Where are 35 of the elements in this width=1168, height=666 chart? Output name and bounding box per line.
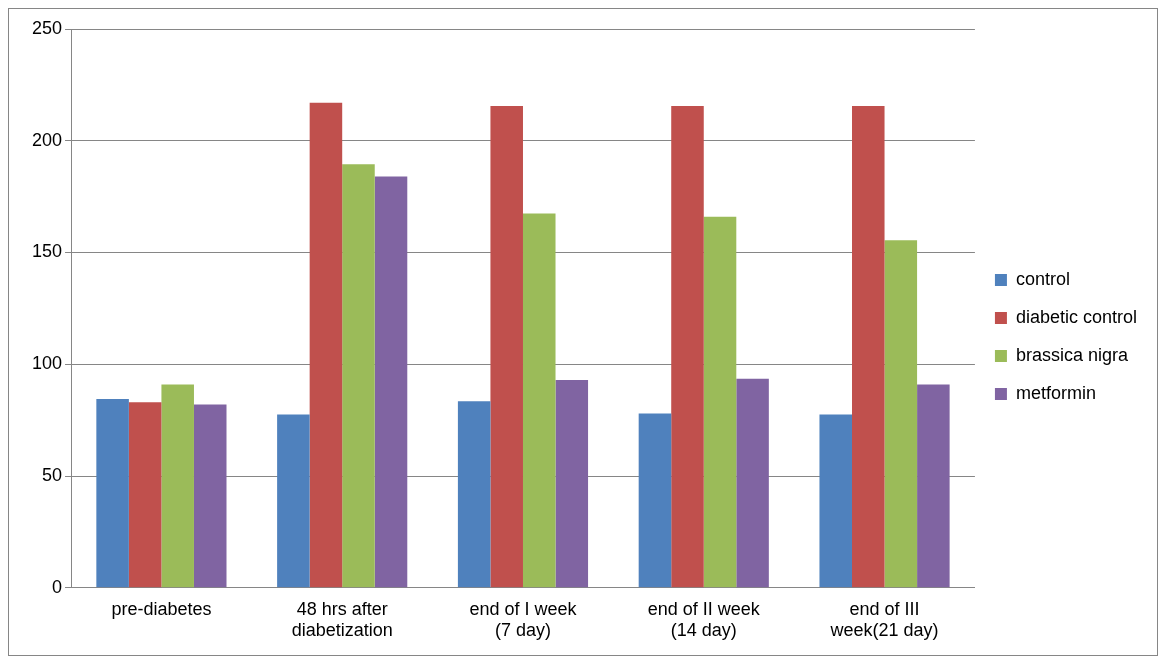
x-tick-label: end of I week (7 day) — [469, 598, 578, 641]
bar — [193, 404, 227, 588]
bar — [671, 106, 704, 588]
bar — [852, 106, 885, 588]
bar — [490, 106, 523, 588]
bar — [161, 384, 194, 588]
bar — [703, 216, 737, 588]
bar — [736, 378, 769, 588]
y-tick-label: 200 — [31, 129, 63, 150]
y-tick-label: 0 — [52, 576, 63, 597]
bar — [555, 379, 589, 588]
y-tick-label: 100 — [31, 353, 63, 374]
x-tick-label: 48 hrs after diabetization — [291, 598, 393, 641]
bar — [277, 414, 310, 588]
bar — [342, 164, 375, 588]
y-tick-label: 250 — [31, 17, 63, 38]
bar — [522, 213, 556, 588]
bar — [917, 384, 950, 588]
bar — [309, 102, 343, 588]
bar — [884, 240, 918, 588]
x-tick-label: pre-diabetes — [111, 598, 212, 619]
bar — [819, 414, 852, 588]
y-tick-label: 150 — [31, 241, 63, 262]
legend-label: metformin — [1015, 382, 1096, 403]
x-tick-label: end of III week(21 day) — [829, 598, 939, 641]
legend-label: diabetic control — [1015, 306, 1138, 327]
x-tick-label: end of II week (14 day) — [647, 598, 761, 641]
legend-label: control — [1015, 268, 1070, 289]
bar — [457, 401, 491, 588]
y-tick-label: 50 — [42, 465, 63, 486]
legend-label: brassica nigra — [1015, 344, 1129, 365]
bar — [128, 402, 162, 588]
bar — [96, 398, 129, 588]
bar — [638, 413, 672, 588]
bar — [374, 176, 408, 588]
